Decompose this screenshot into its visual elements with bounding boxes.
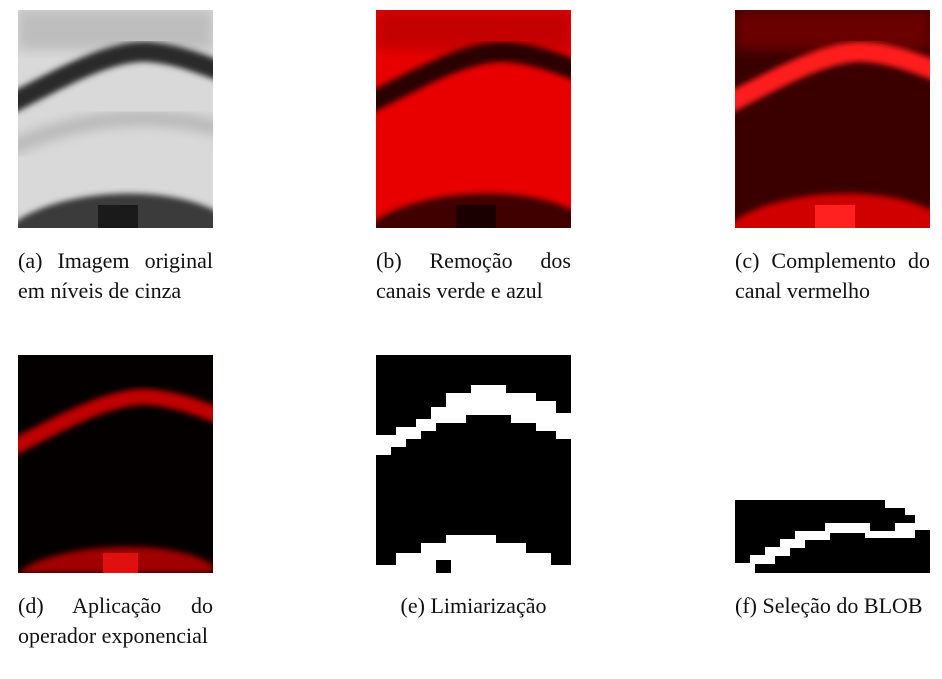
caption: (b) Remoção dos canais verde e azul <box>376 246 571 306</box>
caption-text: Imagem original em níveis de cinza <box>18 248 213 303</box>
label: (f) <box>735 593 757 618</box>
caption: (e) Limiarização <box>376 591 571 621</box>
label: (a) <box>18 248 42 273</box>
caption: (c) Complemento do canal vermelho <box>735 246 930 306</box>
label: (c) <box>735 248 759 273</box>
image-complement <box>735 10 930 228</box>
caption-text: Seleção do BLOB <box>762 593 922 618</box>
page: (a) Imagem original em níveis de cinza (… <box>0 0 942 679</box>
caption-text: Limiarização <box>430 593 546 618</box>
label: (d) <box>18 593 44 618</box>
image-red <box>376 10 571 228</box>
caption: (f) Seleção do BLOB <box>735 591 930 621</box>
caption-text: Complemento do canal vermelho <box>735 248 930 303</box>
caption-text: Aplicação do operador exponencial <box>18 593 213 648</box>
image-grayscale <box>18 10 213 228</box>
image-threshold <box>376 355 571 573</box>
image-exponential <box>18 355 213 573</box>
image-blob <box>735 500 930 573</box>
label: (b) <box>376 248 402 273</box>
caption: (a) Imagem original em níveis de cinza <box>18 246 213 306</box>
caption: (d) Aplicação do operador exponencial <box>18 591 213 651</box>
label: (e) <box>401 593 425 618</box>
caption-text: Remoção dos canais verde e azul <box>376 248 571 303</box>
